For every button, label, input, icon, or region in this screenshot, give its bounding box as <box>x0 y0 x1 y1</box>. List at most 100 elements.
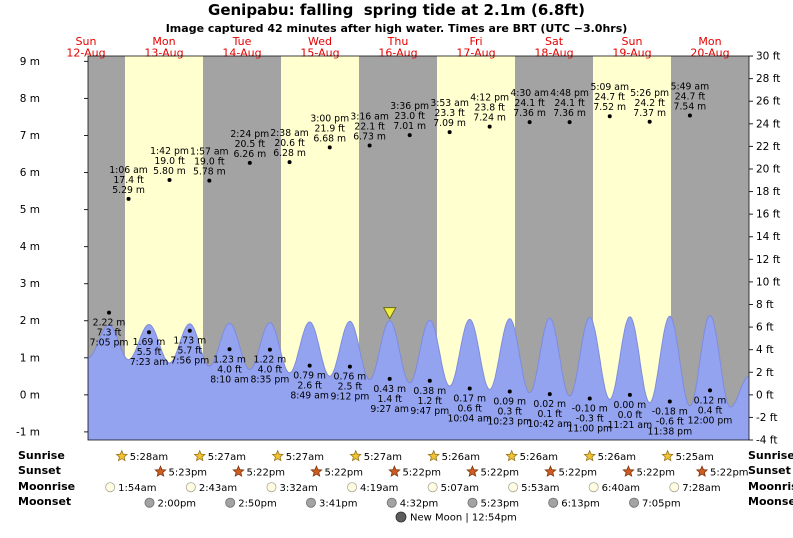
y-axis-label-m: 1 m <box>20 352 40 364</box>
y-axis-label-ft: 26 ft <box>756 96 780 108</box>
y-axis-label-m: 0 m <box>20 389 40 401</box>
high-tide-label: 2:24 pm 20.5 ft 6.26 m <box>230 129 269 160</box>
high-tide-point <box>207 178 212 183</box>
low-tide-point <box>107 310 112 315</box>
moonset-label-left: Moonset <box>18 495 72 508</box>
high-tide-point <box>527 120 532 125</box>
new-moon-label: New Moon | 12:54pm <box>410 513 517 524</box>
low-tide-label: 0.00 m 0.0 ft 11:21 am <box>608 400 653 431</box>
y-axis-label-ft: 14 ft <box>756 231 780 243</box>
high-tide-label: 3:16 am 22.1 ft 6.73 m <box>350 111 389 142</box>
sunset-time: 5:22pm <box>402 468 441 479</box>
sunrise-time: 5:26am <box>442 452 480 463</box>
moonset-time: 3:41pm <box>319 499 358 510</box>
high-tide-point <box>567 120 572 125</box>
new-moon-icon <box>395 511 407 523</box>
current-time-marker <box>382 307 397 320</box>
day-date-label: 14-Aug <box>222 47 261 60</box>
moonset-time: 2:50pm <box>238 499 277 510</box>
y-axis-label-m: 8 m <box>20 93 40 105</box>
day-date-label: 17-Aug <box>456 47 495 60</box>
high-tide-point <box>287 160 292 165</box>
sunrise-star-icon <box>583 449 596 462</box>
sunrise-star-icon <box>271 449 284 462</box>
y-axis-label-ft: 18 ft <box>756 186 780 198</box>
low-tide-point <box>267 347 272 352</box>
high-tide-point <box>126 196 131 201</box>
high-tide-label: 3:00 pm 21.9 ft 6.68 m <box>310 113 349 144</box>
moonrise-icon <box>427 482 438 493</box>
y-axis-label-ft: 6 ft <box>756 322 774 334</box>
day-name-label: Sat <box>545 35 564 48</box>
sunrise-star-icon <box>193 449 206 462</box>
sunrise-star-icon <box>115 449 128 462</box>
moonset-label-right: Moonset <box>748 495 793 508</box>
moonrise-icon <box>508 482 519 493</box>
sunrise-star-icon <box>427 449 440 462</box>
moonset-time: 5:23pm <box>480 499 519 510</box>
plot-border <box>87 55 750 441</box>
moonrise-time: 6:40am <box>602 483 640 494</box>
y-axis-label-ft: -4 ft <box>756 435 777 447</box>
y-axis-label-ft: 12 ft <box>756 254 780 266</box>
y-axis-label-ft: 0 ft <box>756 389 774 401</box>
high-tide-label: 2:38 am 20.6 ft 6.28 m <box>270 128 309 159</box>
sunrise-time: 5:26am <box>520 452 558 463</box>
low-tide-label: 0.09 m 0.3 ft 10:23 pm <box>487 397 532 428</box>
low-tide-label: 1.23 m 4.0 ft 8:10 am <box>210 354 249 385</box>
sunrise-star-icon <box>505 449 518 462</box>
sunrise-time: 5:27am <box>286 452 324 463</box>
sunset-star-icon <box>232 465 245 477</box>
moonrise-label-left: Moonrise <box>18 480 76 493</box>
sunset-label-right: Sunset <box>748 464 791 477</box>
high-tide-point <box>647 119 652 124</box>
low-tide-label: 1.69 m 5.5 ft 7:23 am <box>130 337 169 368</box>
high-tide-label: 1:57 am 19.0 ft 5.78 m <box>190 147 229 178</box>
low-tide-point <box>227 347 232 352</box>
low-tide-label: 0.02 m 0.1 ft 10:42 am <box>528 399 573 430</box>
moonrise-label-right: Moonrise <box>748 480 793 493</box>
y-axis-label-m: 4 m <box>20 241 40 253</box>
day-name-label: Wed <box>308 35 332 48</box>
day-date-label: 12-Aug <box>66 47 105 60</box>
sunrise-star-icon <box>661 449 674 462</box>
low-tide-label: 0.43 m 1.4 ft 9:27 am <box>370 384 409 415</box>
sunrise-time: 5:27am <box>208 452 246 463</box>
chart-title: Genipabu: falling spring tide at 2.1m (6… <box>208 1 585 19</box>
sunset-time: 5:22pm <box>480 468 519 479</box>
moonrise-time: 1:54am <box>118 483 156 494</box>
moonset-icon <box>548 497 559 508</box>
low-tide-point <box>507 389 512 394</box>
sunrise-time: 5:27am <box>364 452 402 463</box>
high-tide-label: 1:42 pm 19.0 ft 5.80 m <box>150 146 189 177</box>
y-axis-label-ft: 10 ft <box>756 276 780 288</box>
y-axis-label-m: 3 m <box>20 278 40 290</box>
day-name-label: Sun <box>622 35 643 48</box>
high-tide-label: 1:06 am 17.4 ft 5.29 m <box>109 165 148 196</box>
sunrise-time: 5:25am <box>676 452 714 463</box>
day-date-label: 19-Aug <box>612 47 651 60</box>
sunrise-label-right: Sunrise <box>748 449 793 462</box>
low-tide-label: 1.73 m 5.7 ft 7:56 pm <box>170 336 209 367</box>
moonrise-time: 5:53am <box>521 483 559 494</box>
low-tide-label: 0.76 m 2.5 ft 9:12 pm <box>331 372 370 403</box>
low-tide-point <box>146 330 151 335</box>
moonset-icon <box>467 497 478 508</box>
sunset-time: 5:22pm <box>710 468 749 479</box>
y-axis-label-ft: 16 ft <box>756 209 780 221</box>
sunset-time: 5:22pm <box>324 468 363 479</box>
low-tide-point <box>547 392 552 397</box>
high-tide-label: 5:26 pm 24.2 ft 7.37 m <box>630 88 669 119</box>
low-tide-point <box>427 378 432 383</box>
moonrise-time: 3:32am <box>279 483 317 494</box>
high-tide-point <box>687 113 692 118</box>
sunrise-time: 5:28am <box>130 452 168 463</box>
sunset-label-left: Sunset <box>18 464 61 477</box>
sunrise-time: 5:26am <box>598 452 636 463</box>
high-tide-point <box>607 114 612 119</box>
low-tide-label: 0.79 m 2.6 ft 8:49 am <box>290 371 329 402</box>
day-date-label: 13-Aug <box>144 47 183 60</box>
low-tide-point <box>187 328 192 333</box>
low-tide-label: 0.17 m 0.6 ft 10:04 am <box>447 394 492 425</box>
y-axis-label-m: -1 m <box>16 426 40 438</box>
